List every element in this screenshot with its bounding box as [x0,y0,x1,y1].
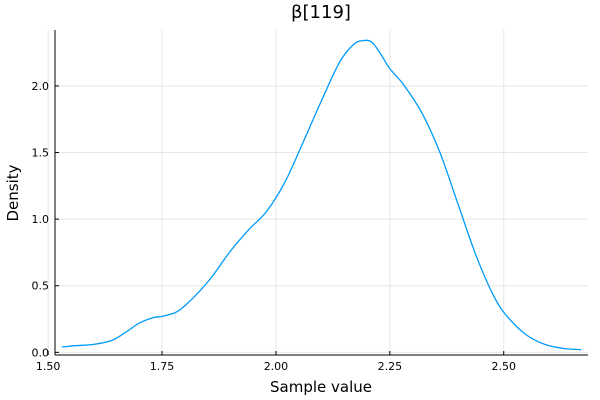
x-tick-label: 2.25 [378,360,403,373]
axes [54,30,588,356]
chart-title: β[119] [291,2,351,23]
x-axis-label: Sample value [270,378,372,396]
y-tick-label: 0.5 [32,280,50,293]
y-axis-label: Density [4,164,22,221]
x-tick-label: 1.75 [150,360,175,373]
x-tick-label: 2.50 [491,360,516,373]
x-tick-label: 2.00 [264,360,289,373]
density-line [61,39,582,351]
y-tick-label: 2.0 [32,80,50,93]
series [61,39,582,351]
x-tick-label: 1.50 [36,360,61,373]
y-tick-label: 0.0 [32,346,50,359]
gridlines [47,30,588,355]
y-tick-label: 1.0 [32,213,50,226]
y-tick-label: 1.5 [32,147,50,160]
ticks: 1.50 1.75 2.00 2.25 2.50 0.0 0.5 1.0 1.5 2.0 [32,80,516,373]
